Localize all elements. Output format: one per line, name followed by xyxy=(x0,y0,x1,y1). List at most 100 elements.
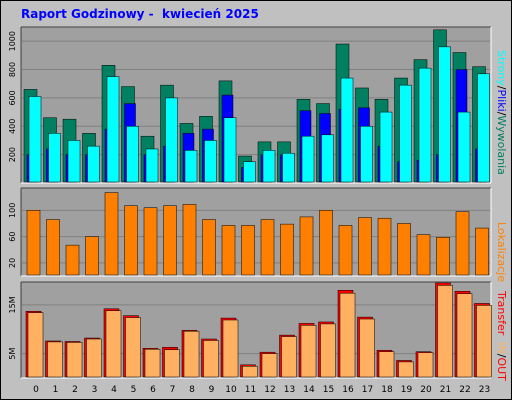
bar-lokalizacje xyxy=(221,225,236,276)
bar-lokalizacje xyxy=(436,237,450,276)
x-tick-label-hour: 21 xyxy=(440,385,451,395)
bar-transfer-out xyxy=(164,349,180,378)
x-tick-label-hour: 11 xyxy=(245,385,256,395)
bar-transfer-out xyxy=(300,325,317,378)
bar-strony xyxy=(457,111,471,183)
locations-ytick-label: 100 xyxy=(8,203,17,218)
bar-lokalizacje xyxy=(455,211,470,276)
requests-ytick-label: 1000 xyxy=(8,31,17,51)
bar-strony xyxy=(399,84,412,183)
bar-lokalizacje xyxy=(202,219,216,276)
bar-strony xyxy=(67,140,81,183)
bar-lokalizacje xyxy=(280,223,294,276)
bar-lokalizacje xyxy=(299,216,314,276)
x-tick-label-hour: 23 xyxy=(479,385,490,395)
x-tick-label-hour: 6 xyxy=(150,385,156,395)
bar-strony xyxy=(418,67,432,183)
bar-strony xyxy=(204,140,217,183)
x-tick-label-hour: 13 xyxy=(284,385,295,395)
bar-transfer-out xyxy=(320,323,336,378)
bar-lokalizacje xyxy=(124,205,138,276)
bar-lokalizacje xyxy=(143,207,158,276)
bar-lokalizacje xyxy=(377,217,392,276)
requests-ytick-label: 200 xyxy=(8,147,17,162)
bar-transfer-out xyxy=(125,317,141,378)
legend-pliki: Pliki xyxy=(495,89,508,112)
x-tick-label-hour: 7 xyxy=(170,385,176,395)
requests-ytick-label: 800 xyxy=(8,62,17,77)
locations-plot-bg xyxy=(21,188,491,276)
bar-lokalizacje xyxy=(182,204,197,276)
x-tick-label-hour: 22 xyxy=(459,385,470,395)
bar-transfer-out xyxy=(183,330,200,378)
legend-lokalizacje: Lokalizacje xyxy=(495,222,508,283)
bar-lokalizacje xyxy=(65,244,80,276)
legend-strony: Strony xyxy=(495,50,508,86)
bar-transfer-out xyxy=(222,319,239,378)
bar-strony xyxy=(126,126,139,183)
legend-wywolania: Wywolania xyxy=(495,115,508,175)
bar-transfer-out xyxy=(105,310,122,378)
x-tick-label-hour: 2 xyxy=(72,385,78,395)
bar-strony xyxy=(87,145,100,183)
legend-transfer: Transfer xyxy=(495,291,508,336)
locations-ytick-label: 60 xyxy=(8,232,17,242)
bar-transfer-out xyxy=(281,336,297,378)
bar-lokalizacje xyxy=(104,192,119,276)
x-tick-label-hour: 19 xyxy=(401,385,413,395)
x-tick-label-hour: 20 xyxy=(420,385,432,395)
x-tick-label-hour: 1 xyxy=(53,385,59,395)
x-tick-label-hour: 18 xyxy=(381,385,393,395)
bar-transfer-out xyxy=(339,292,356,378)
bar-lokalizacje xyxy=(46,219,60,276)
bar-strony xyxy=(184,150,198,183)
x-tick-label-hour: 16 xyxy=(342,385,354,395)
bar-transfer-out xyxy=(456,293,473,378)
bar-transfer-out xyxy=(261,353,278,378)
x-tick-label-hour: 3 xyxy=(92,385,98,395)
x-tick-label-hour: 12 xyxy=(264,385,275,395)
bar-lokalizacje xyxy=(397,223,411,276)
bottom-legend: Transfer IN/OUT xyxy=(495,291,508,381)
bar-strony xyxy=(243,161,256,183)
x-tick-label-hour: 4 xyxy=(111,385,117,395)
bar-lokalizacje xyxy=(260,219,275,276)
bar-transfer-out xyxy=(437,285,453,378)
bar-strony xyxy=(165,97,178,183)
bar-lokalizacje xyxy=(26,210,41,276)
middle-legend: Lokalizacje xyxy=(495,222,508,282)
requests-ytick-label: 600 xyxy=(8,90,17,105)
bar-strony xyxy=(379,111,393,183)
bar-lokalizacje xyxy=(163,205,177,276)
x-tick-label-hour: 5 xyxy=(131,385,137,395)
transfer-ytick-label: 5M xyxy=(8,348,17,360)
bar-strony xyxy=(223,117,237,183)
transfer-ytick-label: 15M xyxy=(8,296,17,313)
bar-transfer-out xyxy=(144,348,161,378)
bar-lokalizacje xyxy=(416,234,431,276)
bar-strony xyxy=(282,152,295,183)
bar-lokalizacje xyxy=(241,225,255,276)
bar-transfer-out xyxy=(359,318,375,378)
x-tick-label-hour: 10 xyxy=(225,385,237,395)
bar-transfer-out xyxy=(476,305,492,378)
requests-ytick-label: 400 xyxy=(8,119,17,134)
x-tick-label-hour: 0 xyxy=(33,385,39,395)
bar-transfer-out xyxy=(66,342,83,378)
bar-strony xyxy=(340,77,354,183)
report-title: Raport Godzinowy - kwiecień 2025 xyxy=(21,7,259,21)
bar-strony xyxy=(301,135,315,183)
x-tick-label-hour: 15 xyxy=(323,385,334,395)
bar-lokalizacje xyxy=(85,236,99,276)
bar-transfer-out xyxy=(47,341,63,378)
x-tick-label-hour: 14 xyxy=(303,385,315,395)
bar-strony xyxy=(321,134,334,183)
legend-in: IN xyxy=(495,342,508,354)
bar-transfer-out xyxy=(86,338,102,378)
bar-strony xyxy=(145,148,159,183)
x-tick-label-hour: 9 xyxy=(209,385,215,395)
bar-transfer-out xyxy=(203,340,219,378)
bar-strony xyxy=(48,133,61,183)
